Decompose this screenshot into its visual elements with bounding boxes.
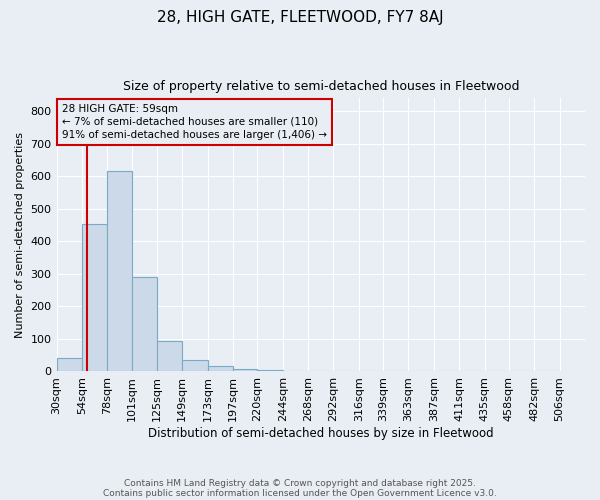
Bar: [157, 340, 182, 372]
Bar: [56, 358, 82, 372]
Title: Size of property relative to semi-detached houses in Fleetwood: Size of property relative to semi-detach…: [122, 80, 519, 93]
Bar: [131, 277, 157, 372]
Bar: [182, 360, 208, 372]
X-axis label: Distribution of semi-detached houses by size in Fleetwood: Distribution of semi-detached houses by …: [148, 427, 494, 440]
Bar: [82, 224, 107, 372]
Bar: [208, 366, 233, 372]
Text: 28, HIGH GATE, FLEETWOOD, FY7 8AJ: 28, HIGH GATE, FLEETWOOD, FY7 8AJ: [157, 10, 443, 25]
Bar: [233, 369, 257, 372]
Bar: [257, 370, 283, 372]
Y-axis label: Number of semi-detached properties: Number of semi-detached properties: [15, 132, 25, 338]
Text: Contains public sector information licensed under the Open Government Licence v3: Contains public sector information licen…: [103, 488, 497, 498]
Bar: [107, 172, 131, 372]
Text: 28 HIGH GATE: 59sqm
← 7% of semi-detached houses are smaller (110)
91% of semi-d: 28 HIGH GATE: 59sqm ← 7% of semi-detache…: [62, 104, 327, 140]
Text: Contains HM Land Registry data © Crown copyright and database right 2025.: Contains HM Land Registry data © Crown c…: [124, 478, 476, 488]
